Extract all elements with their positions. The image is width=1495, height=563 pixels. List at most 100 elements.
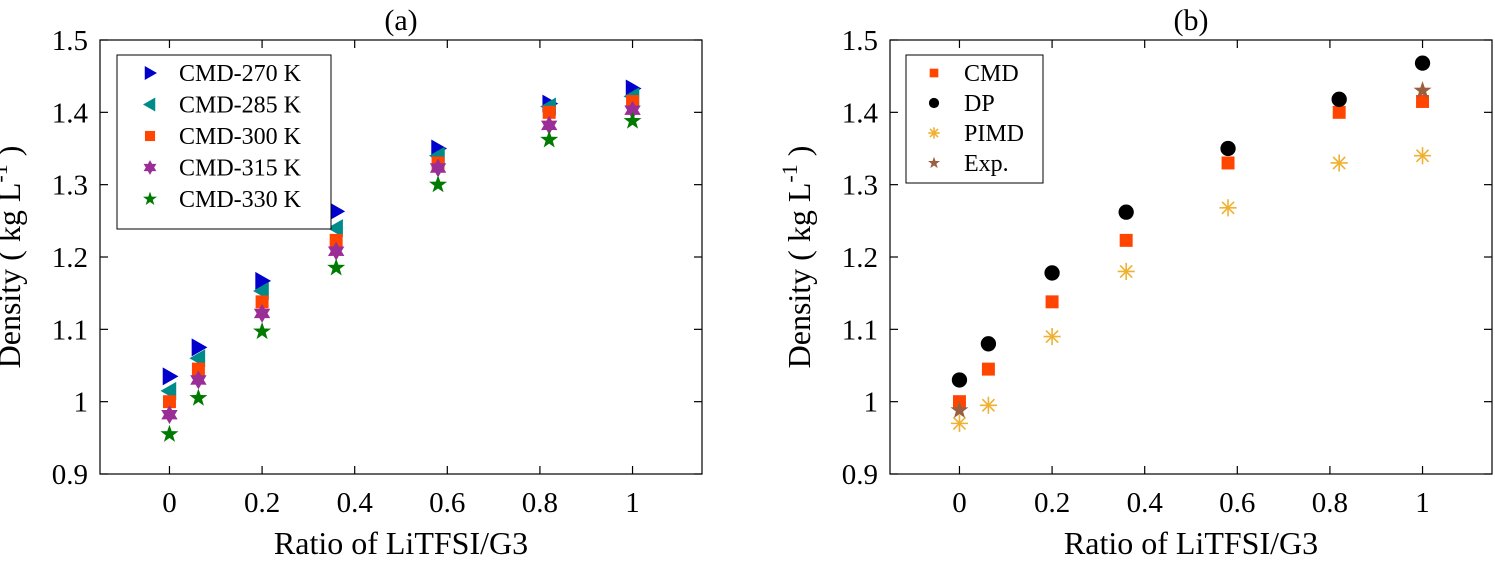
legend-marker	[144, 66, 157, 80]
legend-label: DP	[964, 91, 995, 117]
panel-b-series-exp-	[950, 81, 1432, 418]
x-tick-label: 0.8	[1312, 487, 1348, 519]
panel-a-series-cmd-315-k	[161, 100, 641, 425]
data-point	[1414, 55, 1431, 71]
asterisk-stroke	[952, 416, 967, 430]
legend-marker	[144, 130, 156, 142]
legend-marker	[929, 68, 939, 78]
x-tick-label: 0.2	[1034, 487, 1070, 519]
legend-label: CMD-315 K	[179, 156, 302, 182]
data-point	[624, 100, 641, 120]
y-label-close: )	[781, 146, 817, 165]
data-point	[327, 241, 345, 261]
y-tick-label: 1.3	[842, 170, 878, 202]
panel-a-x-axis-label: Ratio of LiTFSI/G3	[274, 525, 528, 558]
data-point	[951, 372, 968, 388]
panel-b-series-dp	[951, 55, 1431, 388]
data-point	[327, 219, 343, 238]
legend-marker	[143, 97, 156, 112]
data-point	[980, 336, 997, 352]
data-point	[1220, 140, 1236, 157]
legend-label: CMD-300 K	[179, 124, 302, 150]
panel-b: 0 0.2 0.4 0.6 0.8 1 0.9 1 1.1 1.2 1.3 1.4 1.5 (b) Rati…	[777, 4, 1493, 561]
panel-b-legend: CMD DP PIMD Exp.	[905, 54, 1044, 184]
data-point	[1117, 262, 1135, 281]
data-point	[623, 111, 642, 129]
y-label-main: Density ( kg L	[781, 183, 817, 369]
y-tick-label: 1.4	[52, 97, 89, 129]
data-point	[1043, 328, 1061, 346]
data-point	[189, 388, 208, 406]
y-label-close: )	[0, 146, 27, 165]
x-tick-label: 0.4	[337, 487, 374, 519]
x-tick-label: 1	[625, 487, 640, 519]
y-tick-label: 1.4	[842, 97, 879, 129]
panel-b-title: (b)	[1174, 4, 1209, 37]
legend-label: PIMD	[964, 121, 1024, 147]
y-tick-label: 1.3	[52, 170, 88, 202]
panel-a-y-axis-label: Density ( kg L-1 )	[0, 146, 27, 369]
data-point	[329, 202, 346, 221]
y-tick-label: 1.5	[52, 25, 88, 57]
data-point	[1118, 204, 1134, 220]
panel-b-y-axis-label: Density ( kg L-1 )	[777, 146, 817, 369]
asterisk-stroke	[1119, 264, 1133, 279]
x-tick-label: 0.2	[244, 487, 280, 519]
data-point	[429, 158, 447, 178]
data-point	[540, 130, 559, 148]
x-tick-label: 1	[1415, 487, 1430, 519]
x-tick-label: 0.6	[1219, 487, 1255, 519]
y-label-superscript: -1	[777, 164, 802, 182]
asterisk-stroke	[1415, 149, 1430, 163]
legend-label: Exp.	[964, 151, 1009, 177]
asterisk-stroke	[1045, 329, 1059, 344]
x-tick-label: 0.8	[522, 487, 558, 519]
data-point	[161, 405, 178, 425]
data-point	[1413, 147, 1432, 165]
legend-marker	[928, 127, 940, 139]
data-point	[1416, 95, 1430, 108]
data-point	[1221, 156, 1235, 170]
legend-label: CMD-270 K	[179, 61, 302, 87]
data-point	[979, 396, 997, 414]
data-point	[1219, 199, 1237, 217]
data-point	[981, 362, 995, 376]
data-point	[1045, 295, 1059, 309]
data-point	[950, 400, 969, 418]
data-point	[190, 370, 207, 390]
x-tick-label: 0	[952, 487, 967, 519]
data-point	[329, 233, 343, 247]
asterisk-stroke	[1221, 201, 1235, 215]
data-point	[327, 258, 346, 276]
y-label-main: Density ( kg L	[0, 183, 27, 369]
data-point	[541, 115, 558, 135]
panel-b-series-pimd	[950, 147, 1432, 432]
y-tick-label: 1.1	[52, 314, 88, 346]
y-tick-label: 1	[74, 387, 89, 419]
panel-a-legend: CMD-270 K CMD-285 K CMD-300 K CMD-315 K CMD-…	[116, 54, 332, 230]
legend-marker	[143, 160, 157, 175]
panel-a-series-cmd-330-k	[160, 111, 642, 442]
data-point	[1331, 91, 1347, 107]
data-point	[1330, 154, 1348, 172]
legend-marker	[928, 97, 940, 109]
legend-label: CMD	[964, 61, 1019, 87]
y-tick-label: 1.2	[842, 242, 878, 274]
legend-marker	[143, 191, 157, 205]
legend-marker	[928, 156, 940, 169]
data-point	[253, 322, 272, 340]
asterisk-stroke	[981, 398, 996, 412]
y-tick-label: 0.9	[842, 459, 878, 491]
y-tick-label: 1.5	[842, 25, 878, 57]
y-tick-label: 1	[864, 387, 879, 419]
data-point	[429, 175, 448, 193]
data-point	[1044, 265, 1060, 281]
data-point	[160, 424, 179, 442]
panel-b-x-axis-label: Ratio of LiTFSI/G3	[1064, 525, 1318, 558]
x-tick-label: 0.4	[1127, 487, 1164, 519]
data-point	[950, 414, 969, 432]
data-point	[255, 295, 269, 309]
data-point	[1413, 81, 1432, 99]
